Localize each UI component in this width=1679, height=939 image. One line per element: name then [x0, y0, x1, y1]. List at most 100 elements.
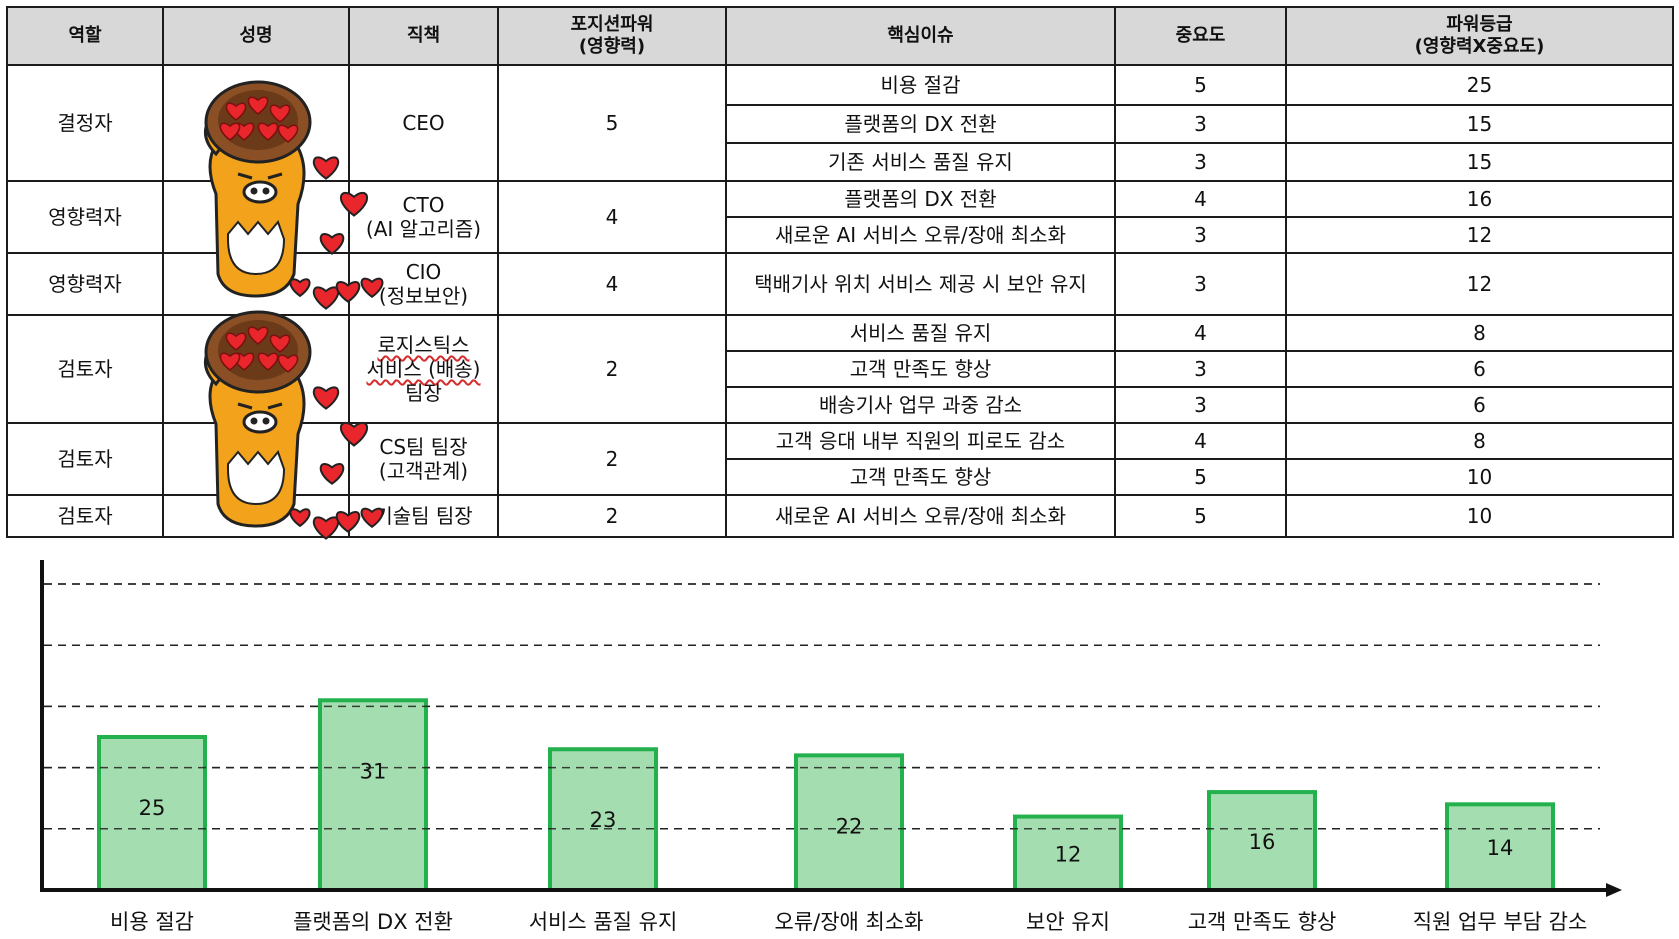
header-name: 성명 [162, 6, 350, 66]
position-cell: CEO [348, 64, 499, 182]
header-power-line1: 포지션파워 [570, 14, 654, 36]
bar [1013, 814, 1123, 892]
position-power-cell: 2 [497, 494, 727, 538]
power-grade-cell: 10 [1285, 494, 1674, 538]
name-cell [162, 180, 350, 254]
category-label: 서비스 품질 유지 [529, 910, 678, 934]
key-issue-cell: 비용 절감 [725, 64, 1116, 106]
role-cell: 결정자 [6, 64, 164, 182]
bar [548, 747, 658, 892]
name-cell [162, 314, 350, 424]
key-issue-cell: 택배기사 위치 서비스 제공 시 보안 유지 [725, 252, 1116, 316]
importance-cell: 5 [1114, 64, 1287, 106]
header-grade-line2: (영향력X중요도) [1414, 36, 1545, 57]
table-row: 새로운 AI 서비스 오류/장애 최소화 3 12 [7, 216, 1674, 254]
table-row: 배송기사 업무 과중 감소 3 6 [7, 386, 1674, 424]
power-grade-cell: 6 [1285, 386, 1674, 424]
power-grade-cell: 6 [1285, 350, 1674, 388]
table-row: 검토자 CS팀 팀장 (고객관계) 2 고객 응대 내부 직원의 피로도 감소 4 8 [6, 422, 1674, 496]
name-cell [162, 64, 350, 182]
importance-cell: 3 [1114, 104, 1287, 144]
importance-cell: 3 [1114, 216, 1287, 254]
category-label: 오류/장애 최소화 [775, 910, 924, 934]
bar-value-label: 14 [1487, 836, 1514, 860]
name-cell [162, 494, 350, 538]
key-issue-cell: 고객 만족도 향상 [725, 458, 1116, 496]
key-issue-cell: 플랫폼의 DX 전환 [725, 104, 1116, 144]
bar-value-label: 25 [139, 796, 166, 820]
role-cell: 영향력자 [6, 180, 164, 254]
table-row: 플랫폼의 DX 전환 3 15 [7, 104, 1674, 144]
spellcheck-underline: 서비스 (배송) [366, 357, 481, 381]
position-line: (AI 알고리즘) [365, 217, 482, 241]
key-issue-cell: 새로운 AI 서비스 오류/장애 최소화 [725, 494, 1116, 538]
table-body: 결정자 CEO 5 비용 절감 5 25 플랫폼의 DX 전환 3 15 기존 서비스 품질 유지… [6, 64, 1674, 538]
position-cell: 로지스틱스 서비스 (배송) 팀장 [348, 314, 499, 424]
spellcheck-underline: 로지스틱스 [377, 333, 470, 357]
category-label: 보안 유지 [1026, 910, 1110, 934]
importance-cell: 3 [1114, 386, 1287, 424]
position-cell: CS팀 팀장 (고객관계) [348, 422, 499, 496]
power-grade-cell: 15 [1285, 104, 1674, 144]
power-grade-cell: 12 [1285, 252, 1674, 316]
header-grade-line1: 파워등급 [1446, 14, 1513, 36]
importance-cell: 5 [1114, 494, 1287, 538]
position-power-cell: 4 [497, 252, 727, 316]
header-power-line2: (영향력) [578, 36, 646, 57]
table-row: 검토자 로지스틱스 서비스 (배송) 팀장 2 서비스 품질 유지 4 8 [6, 314, 1674, 424]
name-cell [162, 422, 350, 496]
position-cell: CTO (AI 알고리즘) [348, 180, 499, 254]
power-grade-cell: 8 [1285, 422, 1674, 460]
key-issue-cell: 배송기사 업무 과중 감소 [725, 386, 1116, 424]
bar-value-label: 22 [836, 814, 863, 838]
key-issue-cell: 고객 응대 내부 직원의 피로도 감소 [725, 422, 1116, 460]
key-issue-cell: 새로운 AI 서비스 오류/장애 최소화 [725, 216, 1116, 254]
importance-cell: 4 [1114, 422, 1287, 460]
stakeholder-table: 역할 성명 직책 포지션파워 (영향력) 핵심이슈 중요도 파워등급 (영향력X… [6, 6, 1674, 538]
name-cell [162, 252, 350, 316]
category-label: 직원 업무 부담 감소 [1413, 910, 1588, 934]
table-row: 고객 만족도 향상 5 10 [7, 458, 1674, 496]
bar [97, 735, 207, 892]
position-line: 기술팀 팀장 [374, 504, 473, 528]
power-grade-cell: 15 [1285, 142, 1674, 182]
category-label: 고객 만족도 향상 [1188, 910, 1337, 934]
table-row: 고객 만족도 향상 3 6 [7, 350, 1674, 388]
table-row: 영향력자 CTO (AI 알고리즘) 4 플랫폼의 DX 전환 4 16 [6, 180, 1674, 254]
importance-cell: 5 [1114, 458, 1287, 496]
power-grade-cell: 12 [1285, 216, 1674, 254]
importance-cell: 3 [1114, 350, 1287, 388]
importance-cell: 4 [1114, 180, 1287, 218]
table-header-row: 역할 성명 직책 포지션파워 (영향력) 핵심이슈 중요도 파워등급 (영향력X… [6, 6, 1674, 66]
role-cell: 검토자 [6, 314, 164, 424]
position-power-cell: 2 [497, 422, 727, 496]
position-line: 서비스 (배송) [352, 357, 495, 381]
importance-cell: 3 [1114, 142, 1287, 182]
importance-cell: 3 [1114, 252, 1287, 316]
power-grade-cell: 10 [1285, 458, 1674, 496]
bar-value-label: 16 [1249, 830, 1276, 854]
table-row: 기존 서비스 품질 유지 3 15 [7, 142, 1674, 182]
table-row: 영향력자 CIO (정보보안) 4 택배기사 위치 서비스 제공 시 보안 유지 3 12 [6, 252, 1674, 316]
bar [1207, 790, 1317, 892]
position-line: (정보보안) [378, 284, 469, 308]
table-row: 결정자 CEO 5 비용 절감 5 25 [6, 64, 1674, 182]
header-key-issue: 핵심이슈 [725, 6, 1116, 66]
key-issue-cell: 고객 만족도 향상 [725, 350, 1116, 388]
bar [794, 753, 904, 892]
key-issue-cell: 기존 서비스 품질 유지 [725, 142, 1116, 182]
category-label: 비용 절감 [110, 910, 194, 934]
role-cell: 검토자 [6, 422, 164, 496]
key-issue-cell: 서비스 품질 유지 [725, 314, 1116, 352]
bar-value-label: 12 [1055, 842, 1082, 866]
header-importance: 중요도 [1114, 6, 1287, 66]
header-position: 직책 [348, 6, 499, 66]
key-issue-cell: 플랫폼의 DX 전환 [725, 180, 1116, 218]
position-line: CTO [402, 193, 445, 217]
position-cell: 기술팀 팀장 [348, 494, 499, 538]
position-line: CEO [402, 111, 445, 135]
bar-value-label: 31 [360, 759, 387, 783]
role-cell: 영향력자 [6, 252, 164, 316]
